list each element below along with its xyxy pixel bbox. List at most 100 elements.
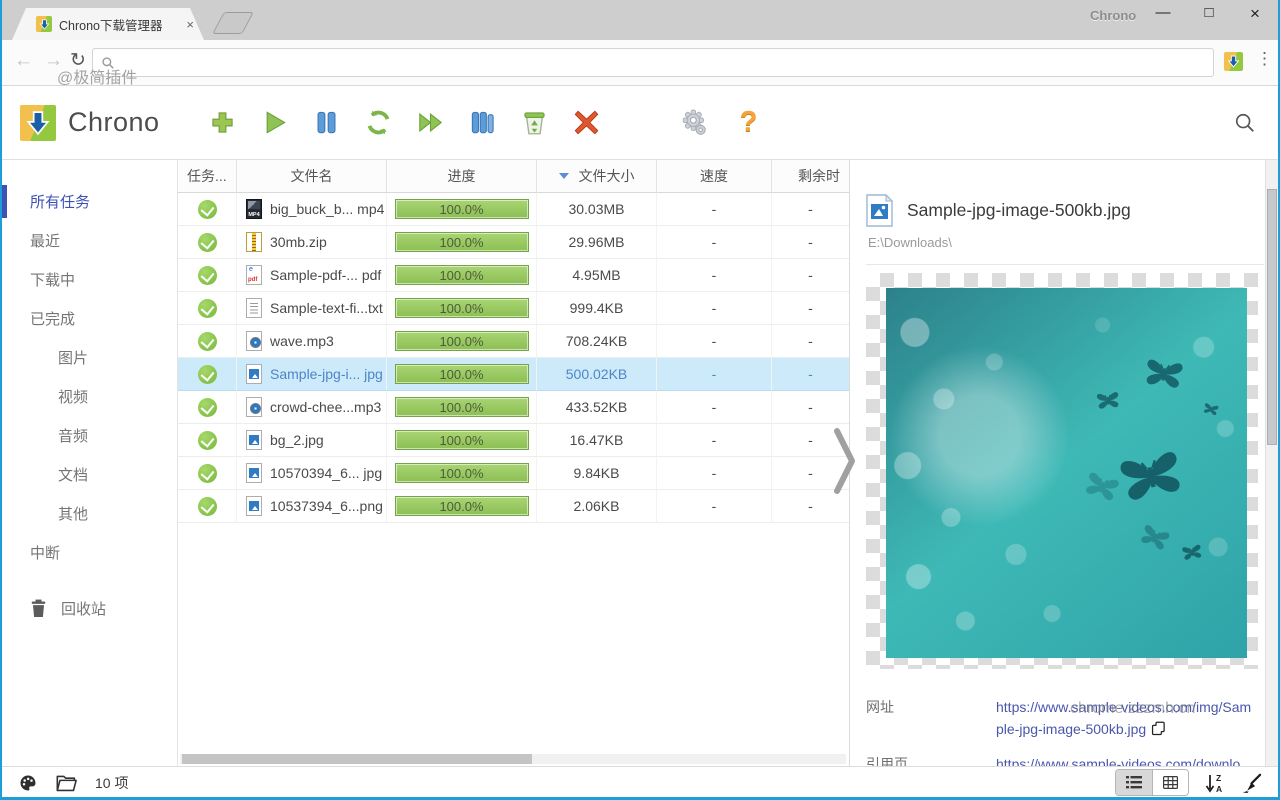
pause-button[interactable] [312, 108, 342, 138]
play-icon [266, 111, 286, 134]
col-speed[interactable]: 速度 [657, 160, 772, 193]
file-name: big_buck_b... mp4 [270, 201, 385, 217]
settings-button[interactable] [680, 108, 710, 138]
table-row[interactable]: bg_2.jpg 100.0% 16.47KB - - [178, 424, 849, 457]
forward-icon[interactable]: → [44, 50, 63, 71]
file-icon-zip [246, 232, 262, 252]
file-icon-mp4 [246, 199, 262, 219]
remaining: - [772, 391, 849, 424]
maximize-button[interactable]: □ [1204, 4, 1214, 21]
list-view-icon [1126, 776, 1142, 789]
sidebar-item-recycle-bin[interactable]: 回收站 [2, 589, 177, 628]
url-value[interactable]: https://www.sample-videos.com/img/Sample… [996, 697, 1256, 740]
sidebar-label: 文档 [58, 467, 89, 484]
scrollbar-thumb[interactable] [1267, 189, 1277, 445]
file-size: 433.52KB [537, 391, 657, 424]
remaining: - [772, 292, 849, 325]
back-icon[interactable]: ← [14, 50, 33, 71]
speed: - [657, 358, 772, 391]
table-row-selected[interactable]: Sample-jpg-i... jpg 100.0% 500.02KB - - [178, 358, 849, 391]
resume-button[interactable] [260, 108, 290, 138]
remaining: - [772, 358, 849, 391]
add-task-button[interactable] [208, 108, 238, 138]
done-check-icon [197, 463, 217, 483]
sidebar-item-audio[interactable]: 音频 [2, 416, 177, 455]
reload-icon[interactable]: ↻ [70, 50, 86, 71]
minimize-button[interactable]: — [1155, 4, 1171, 21]
file-name: 10537394_6...png [270, 498, 383, 514]
file-icon-mp3 [246, 331, 262, 351]
table-row[interactable]: 30mb.zip 100.0% 29.96MB - - [178, 226, 849, 259]
done-check-icon [197, 430, 217, 450]
speed: - [657, 259, 772, 292]
open-folder-icon[interactable] [56, 774, 77, 792]
col-filename[interactable]: 文件名 [237, 160, 387, 193]
progress-bar: 100.0% [394, 496, 529, 516]
new-tab-button[interactable] [212, 12, 254, 34]
sidebar-item-images[interactable]: 图片 [2, 338, 177, 377]
browser-menu-icon[interactable]: ⋮ [1256, 49, 1273, 68]
sidebar-item-all-tasks[interactable]: 所有任务 [2, 182, 177, 221]
divider [866, 264, 1264, 265]
table-row[interactable]: Sample-pdf-... pdf 100.0% 4.95MB - - [178, 259, 849, 292]
col-status[interactable]: 任务... [178, 160, 237, 193]
sidebar-item-completed[interactable]: 已完成 [2, 299, 177, 338]
detail-path: E:\Downloads\ [868, 235, 952, 250]
tab-close-icon[interactable]: × [186, 16, 194, 32]
close-button[interactable]: × [1250, 4, 1260, 23]
table-row[interactable]: 10537394_6...png 100.0% 2.06KB - - [178, 490, 849, 523]
file-size: 30.03MB [537, 193, 657, 226]
image-preview[interactable] [886, 288, 1247, 658]
address-bar[interactable] [92, 48, 1214, 77]
table-row[interactable]: 10570394_6... jpg 100.0% 9.84KB - - [178, 457, 849, 490]
col-filesize[interactable]: 文件大小 [537, 160, 657, 193]
file-name: wave.mp3 [270, 333, 334, 349]
sidebar-item-downloading[interactable]: 下载中 [2, 260, 177, 299]
sidebar-item-interrupted[interactable]: 中断 [2, 533, 177, 572]
sidebar-item-recent[interactable]: 最近 [2, 221, 177, 260]
chrono-extension-icon[interactable] [1224, 52, 1243, 71]
sidebar-item-other[interactable]: 其他 [2, 494, 177, 533]
table-row[interactable]: Sample-text-fi...txt 100.0% 999.4KB - - [178, 292, 849, 325]
remaining: - [772, 424, 849, 457]
resume-all-button[interactable] [416, 108, 446, 138]
vertical-scrollbar[interactable] [1265, 160, 1278, 766]
search-tasks-button[interactable] [1230, 108, 1260, 138]
window-watermark: Chrono [1090, 8, 1137, 23]
speed: - [657, 193, 772, 226]
sidebar-label: 视频 [58, 389, 89, 406]
col-progress[interactable]: 进度 [387, 160, 537, 193]
browser-tab[interactable]: Chrono下载管理器 × [12, 8, 204, 40]
horizontal-scrollbar[interactable] [180, 754, 846, 764]
statusbar-right: Z A [1115, 769, 1262, 796]
file-size: 2.06KB [537, 490, 657, 523]
col-remaining[interactable]: 剩余时 [772, 160, 849, 193]
cleanup-broom-icon[interactable] [1240, 773, 1262, 793]
table-row[interactable]: crowd-chee...mp3 100.0% 433.52KB - - [178, 391, 849, 424]
table-row[interactable]: big_buck_b... mp4 100.0% 30.03MB - - [178, 193, 849, 226]
recycle-button[interactable] [520, 108, 550, 138]
grid-view-button[interactable] [1152, 770, 1188, 795]
collapse-panel-handle[interactable] [832, 426, 858, 496]
help-button[interactable]: ? [739, 106, 758, 138]
copy-icon[interactable] [1151, 721, 1166, 736]
table-header: 任务... 文件名 进度 文件大小 速度 剩余时 [178, 160, 849, 193]
scrollbar-thumb[interactable] [182, 754, 532, 764]
theme-palette-icon[interactable] [18, 773, 38, 793]
sidebar-item-videos[interactable]: 视频 [2, 377, 177, 416]
redownload-button[interactable] [364, 108, 394, 138]
sort-icon[interactable]: Z A [1205, 773, 1224, 793]
file-size: 4.95MB [537, 259, 657, 292]
list-view-button[interactable] [1116, 770, 1152, 795]
remaining: - [772, 193, 849, 226]
delete-button[interactable] [572, 108, 602, 138]
brand: Chrono [20, 104, 160, 141]
sidebar-item-documents[interactable]: 文档 [2, 455, 177, 494]
table-row[interactable]: wave.mp3 100.0% 708.24KB - - [178, 325, 849, 358]
pause-all-button[interactable] [468, 108, 498, 138]
file-size: 500.02KB [537, 358, 657, 391]
preview-transparency-bg [866, 273, 1258, 669]
svg-text:Z: Z [1216, 773, 1221, 783]
remaining: - [772, 490, 849, 523]
file-icon-image [246, 496, 262, 516]
